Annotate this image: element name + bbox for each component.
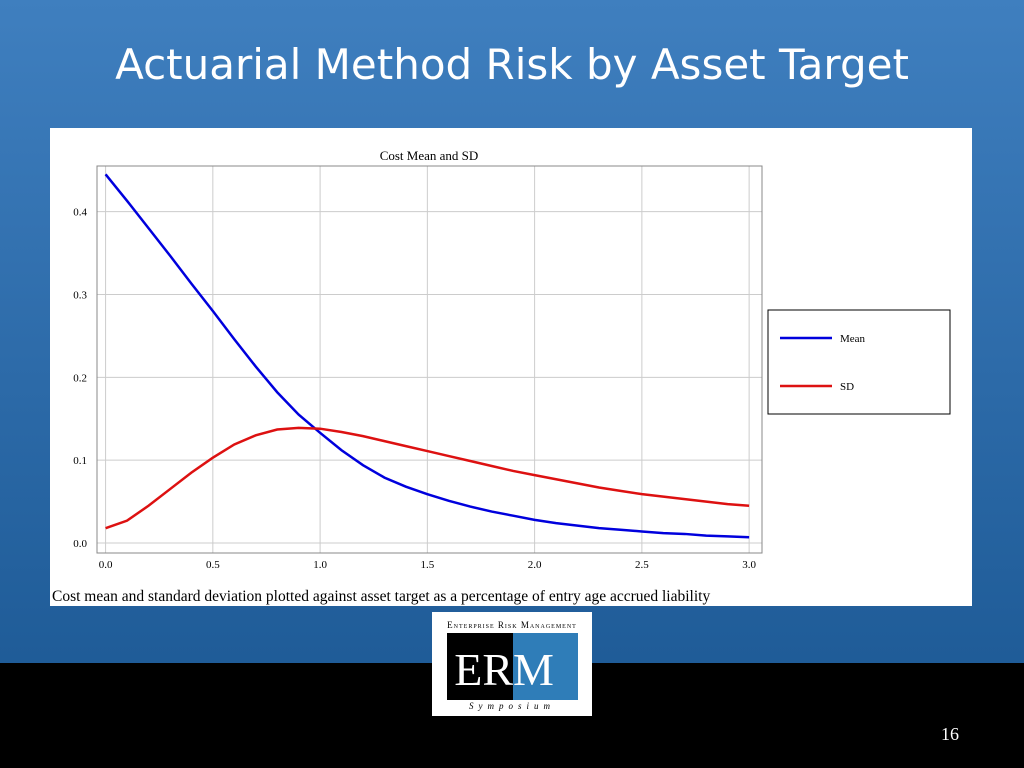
series-line <box>105 426 750 530</box>
legend-label: SD <box>840 381 854 393</box>
logo-main-left: ER <box>454 644 513 695</box>
x-tick-label: 0.0 <box>99 559 113 571</box>
caption: Cost mean and standard deviation plotted… <box>52 588 710 605</box>
chart-title: Cost Mean and SD <box>380 148 479 163</box>
x-tick-label: 3.0 <box>742 559 756 571</box>
x-tick-label: 2.0 <box>528 559 542 571</box>
logo-bottom: Symposium <box>469 701 555 711</box>
x-tick-label: 1.5 <box>420 559 434 571</box>
y-tick-label: 0.1 <box>73 455 87 467</box>
y-tick-label: 0.2 <box>73 372 87 384</box>
x-tick-label: 0.5 <box>206 559 220 571</box>
x-tick-label: 2.5 <box>635 559 649 571</box>
legend-label: Mean <box>840 333 866 345</box>
x-tick-label: 1.0 <box>313 559 327 571</box>
legend-box <box>767 309 951 415</box>
page-number: 16 <box>941 724 959 744</box>
logo-left <box>447 633 513 700</box>
logo-right <box>513 633 578 700</box>
slide-title: Actuarial Method Risk by Asset Target <box>115 40 909 89</box>
y-tick-label: 0.0 <box>73 538 87 550</box>
logo-main-right: M <box>513 644 554 695</box>
plot-frame <box>96 165 763 554</box>
logo-top: Enterprise Risk Management <box>447 620 577 630</box>
y-tick-label: 0.4 <box>73 207 87 219</box>
y-tick-label: 0.3 <box>73 289 87 301</box>
series-line <box>104 173 750 539</box>
